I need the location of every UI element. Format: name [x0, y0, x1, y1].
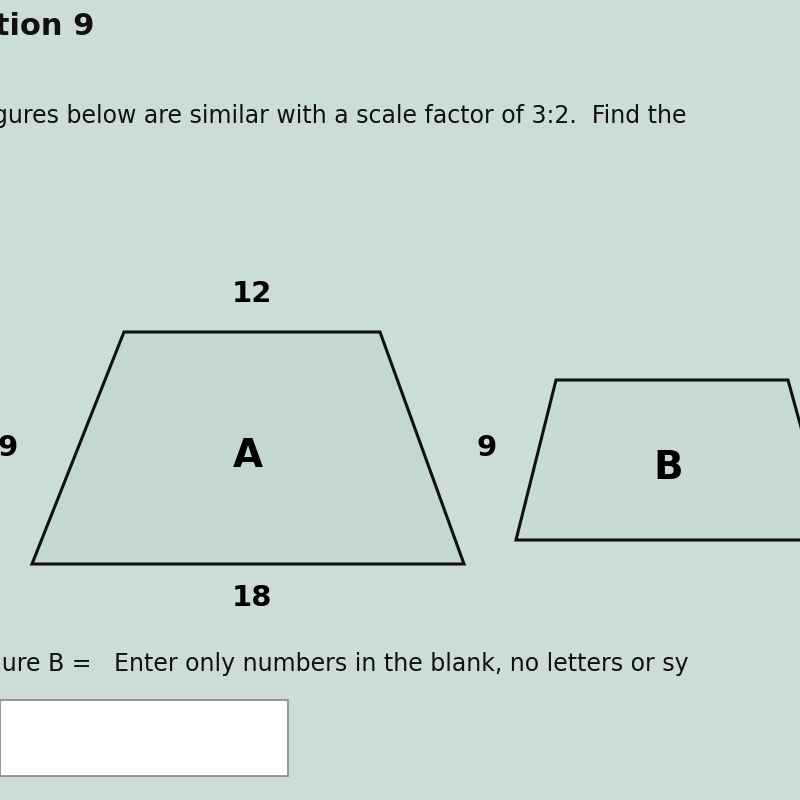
- Text: A: A: [233, 437, 263, 475]
- Text: e figures below are similar with a scale factor of 3:2.  Find the: e figures below are similar with a scale…: [0, 104, 686, 128]
- Text: 9: 9: [0, 434, 18, 462]
- Polygon shape: [516, 380, 800, 540]
- Text: 9: 9: [476, 434, 496, 462]
- Text: B: B: [653, 449, 683, 487]
- Text: 12: 12: [232, 280, 272, 308]
- Text: f figure B =   Enter only numbers in the blank, no letters or sy: f figure B = Enter only numbers in the b…: [0, 652, 689, 676]
- Polygon shape: [32, 332, 464, 564]
- Text: estion 9: estion 9: [0, 12, 94, 41]
- Text: 18: 18: [232, 584, 272, 612]
- FancyBboxPatch shape: [0, 700, 288, 776]
